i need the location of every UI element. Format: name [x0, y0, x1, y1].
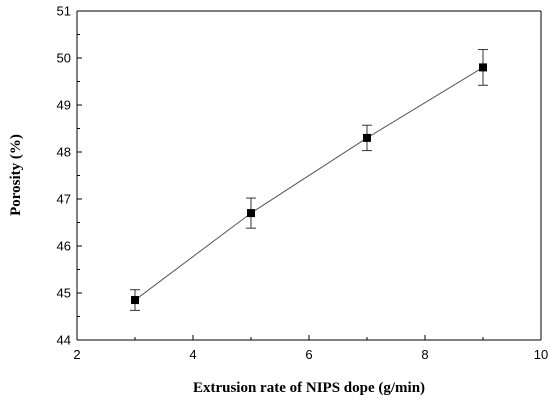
series-group: [130, 49, 488, 311]
y-ticks: 44 45 46 47 48 49 50 51: [57, 4, 82, 348]
y-tick-label: 46: [57, 239, 71, 254]
data-point: [131, 296, 139, 305]
y-tick-label: 45: [57, 286, 71, 301]
series-line: [134, 66, 484, 301]
y-axis-title: Porosity (%): [8, 134, 24, 216]
data-point: [479, 63, 487, 72]
x-tick-label: 6: [305, 347, 312, 362]
y-tick-label: 48: [57, 145, 71, 160]
x-tick-label: 2: [73, 347, 80, 362]
y-tick-label: 49: [57, 98, 71, 113]
x-tick-label: 10: [534, 347, 548, 362]
y-tick-label: 44: [57, 333, 71, 348]
x-ticks: 2 4 6 8 10: [73, 335, 548, 362]
x-tick-label: 4: [189, 347, 196, 362]
x-tick-label: 8: [421, 347, 428, 362]
data-point: [247, 209, 255, 218]
y-tick-label: 50: [57, 51, 71, 66]
y-tick-label: 51: [57, 4, 71, 19]
x-axis-title: Extrusion rate of NIPS dope (g/min): [193, 380, 425, 396]
data-point: [363, 133, 371, 142]
y-tick-label: 47: [57, 192, 71, 207]
